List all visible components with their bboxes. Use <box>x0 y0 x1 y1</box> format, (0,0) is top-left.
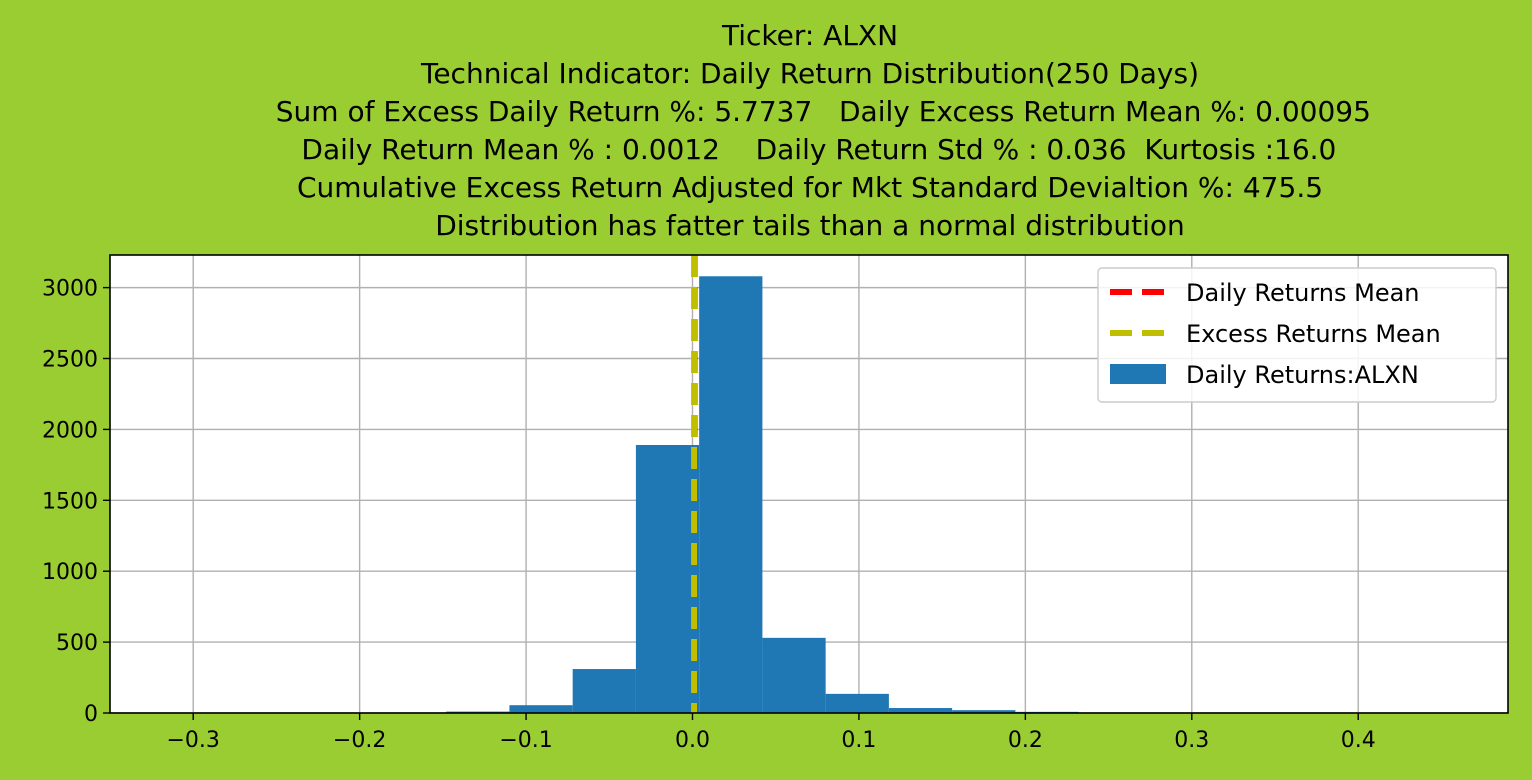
title-line-4: Cumulative Excess Return Adjusted for Mk… <box>297 171 1323 204</box>
x-tick-label: −0.3 <box>167 728 220 753</box>
plot-frame <box>109 254 1509 714</box>
histogram-bar <box>699 276 763 713</box>
y-axis: 0 500 1000 1500 2000 2500 3000 <box>42 277 110 727</box>
legend: Daily Returns Mean Excess Returns Mean Dai… <box>1097 267 1497 403</box>
x-tick-label: 0.2 <box>1008 728 1043 753</box>
histogram-bar <box>888 708 953 713</box>
y-tick-label: 1000 <box>42 560 98 585</box>
title-line-5: Distribution has fatter tails than a nor… <box>435 209 1185 242</box>
x-tick-label: 0.0 <box>675 728 710 753</box>
x-tick-label: 0.3 <box>1174 728 1209 753</box>
histogram-bar <box>825 693 889 713</box>
legend-label: Daily Returns:ALXN <box>1186 361 1419 389</box>
legend-swatch <box>1110 364 1166 384</box>
histogram-bar <box>572 669 636 713</box>
histogram-bars <box>193 276 1459 713</box>
title-line-3: Daily Return Mean % : 0.0012 Daily Retur… <box>284 133 1337 166</box>
x-tick-label: −0.1 <box>499 728 552 753</box>
legend-label: Excess Returns Mean <box>1186 320 1441 348</box>
y-tick-label: 500 <box>56 631 98 656</box>
legend-label: Daily Returns Mean <box>1186 279 1420 307</box>
histogram-bar <box>952 710 1016 713</box>
x-tick-label: 0.1 <box>841 728 876 753</box>
histogram-bar <box>635 445 700 713</box>
legend-box <box>1097 267 1497 403</box>
title-line-2: Sum of Excess Daily Return %: 5.7737 Dai… <box>249 95 1371 128</box>
title-line-0: Ticker: ALXN <box>721 19 898 52</box>
x-tick-label: −0.2 <box>333 728 386 753</box>
chart-title: Ticker: ALXN Technical Indicator: Daily R… <box>249 19 1371 242</box>
y-tick-label: 2000 <box>42 418 98 443</box>
title-line-1: Technical Indicator: Daily Return Distri… <box>420 57 1199 90</box>
y-tick-label: 1500 <box>42 489 98 514</box>
histogram-bar <box>509 705 573 713</box>
y-tick-label: 3000 <box>42 277 98 302</box>
y-tick-label: 0 <box>84 702 98 727</box>
y-tick-label: 2500 <box>42 348 98 373</box>
x-axis: −0.3 −0.2 −0.1 0.0 0.1 0.2 0.3 0.4 <box>167 713 1376 753</box>
x-tick-label: 0.4 <box>1341 728 1376 753</box>
histogram-bar <box>762 637 826 713</box>
